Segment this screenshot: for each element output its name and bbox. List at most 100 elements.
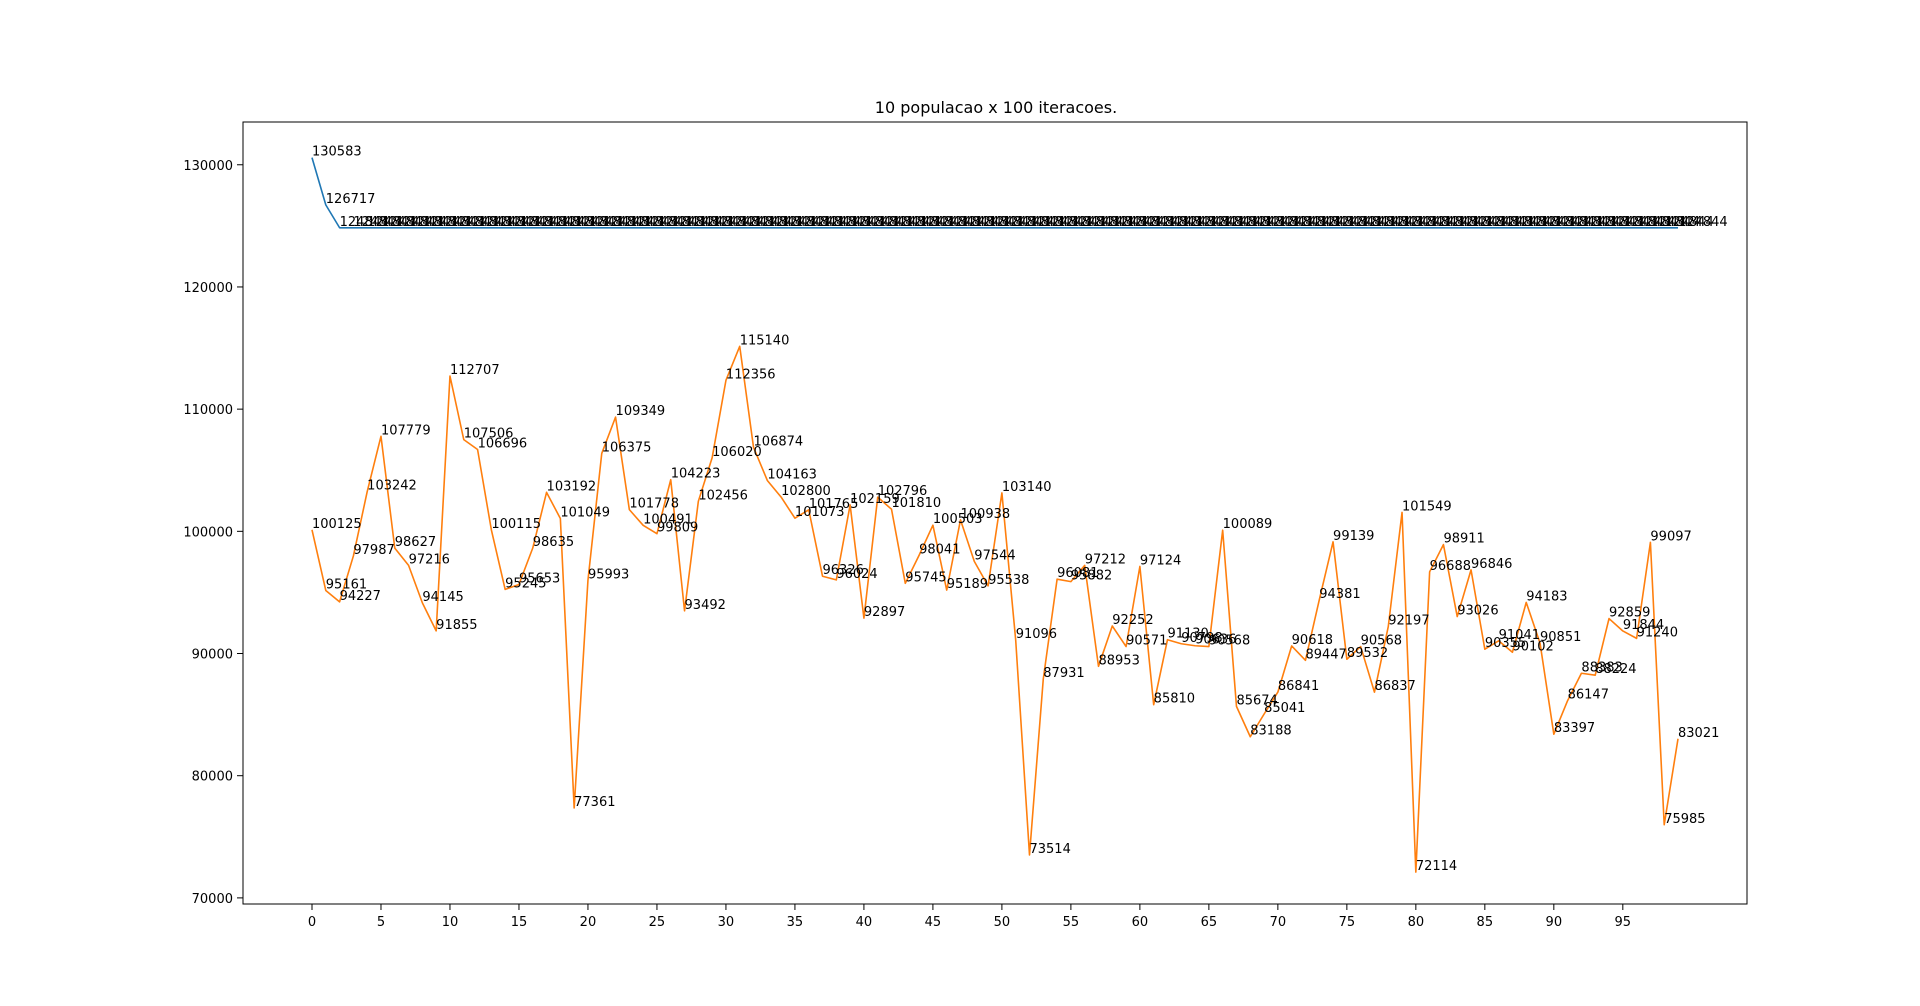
x-tick-label: 55 [1063,915,1080,930]
data-label: 95538 [988,573,1029,588]
data-label: 90568 [1209,634,1250,649]
data-label: 86147 [1568,688,1609,703]
data-label: 124844 [726,215,776,230]
data-label: 124844 [1554,215,1604,230]
y-tick-label: 80000 [192,770,233,785]
data-label: 112356 [726,367,776,382]
y-tick-label: 100000 [183,525,233,540]
data-label: 90102 [1512,639,1553,654]
data-label: 124844 [1416,215,1466,230]
data-label: 124844 [864,215,914,230]
data-label: 126717 [326,192,376,207]
x-tick-label: 60 [1132,915,1149,930]
data-label: 101073 [795,505,845,520]
data-label: 124844 [1361,215,1411,230]
x-tick-label: 30 [718,915,735,930]
data-label: 100938 [961,507,1011,522]
data-label: 100115 [491,517,541,532]
data-label: 124844 [1112,215,1162,230]
data-label: 124844 [1250,215,1300,230]
data-label: 102796 [878,484,928,499]
data-label: 93492 [685,598,726,613]
data-label: 124844 [491,215,541,230]
data-label: 124844 [1167,215,1217,230]
data-label: 99809 [657,521,698,536]
data-label: 124844 [1430,215,1480,230]
data-label: 124844 [1499,215,1549,230]
data-label: 124844 [340,215,390,230]
data-label: 95245 [505,576,546,591]
data-label: 90636 [1195,633,1236,648]
data-label: 96326 [823,563,864,578]
data-label: 94145 [422,590,463,605]
data-label: 124844 [795,215,845,230]
data-label: 85674 [1236,693,1277,708]
data-label: 124844 [353,215,403,230]
data-label: 124844 [947,215,997,230]
data-label: 124844 [1154,215,1204,230]
data-label: 124844 [1016,215,1066,230]
data-label: 124844 [671,215,721,230]
data-label: 124844 [464,215,514,230]
data-label: 95745 [905,570,946,585]
data-label: 124844 [588,215,638,230]
data-label: 124844 [1540,215,1590,230]
data-label: 124844 [1609,215,1659,230]
data-label: 101549 [1402,499,1452,514]
data-label: 85041 [1264,701,1305,716]
data-label: 96024 [836,567,877,582]
data-label: 124844 [519,215,569,230]
data-label: 99097 [1650,529,1691,544]
data-label: 100491 [643,512,693,527]
y-tick-label: 130000 [183,159,233,174]
plot-area [242,121,1748,905]
data-label: 124844 [823,215,873,230]
data-label: 124844 [560,215,610,230]
data-label: 104163 [767,467,817,482]
data-label: 124844 [1333,215,1383,230]
series-layer [311,157,1679,873]
data-label: 124844 [436,215,486,230]
data-label: 124844 [1292,215,1342,230]
data-label: 115140 [740,333,790,348]
data-label: 106874 [754,434,804,449]
data-label: 97987 [353,543,394,558]
data-label: 91240 [1637,625,1678,640]
data-label: 106020 [712,445,762,460]
data-label: 94227 [340,589,381,604]
data-label: 77361 [574,795,615,810]
y-axis: 70000 80000 90000 100000 110000 120000 130000 [183,159,243,907]
x-tick-label: 65 [1201,915,1218,930]
data-label: 90568 [1361,634,1402,649]
data-label: 124844 [974,215,1024,230]
data-label: 124844 [905,215,955,230]
data-label: 107779 [381,423,431,438]
data-label: 86837 [1374,679,1415,694]
x-tick-label: 40 [856,915,873,930]
data-label: 124844 [1443,215,1493,230]
x-tick-label: 70 [1270,915,1287,930]
data-label: 95653 [519,571,560,586]
data-label: 72114 [1416,859,1457,874]
data-label: 124844 [602,215,652,230]
y-tick-label: 110000 [183,403,233,418]
y-tick-label: 70000 [192,892,233,907]
data-label: 94381 [1319,587,1360,602]
data-label: 124844 [712,215,762,230]
data-label: 88383 [1581,660,1622,675]
data-label: 124844 [395,215,445,230]
data-label: 124844 [505,215,555,230]
data-label: 124844 [422,215,472,230]
x-tick-label: 50 [994,915,1011,930]
data-label: 124844 [1388,215,1438,230]
data-label: 124844 [657,215,707,230]
x-tick-label: 15 [511,915,528,930]
x-tick-label: 85 [1477,915,1494,930]
data-label: 130583 [312,145,362,160]
chart-title: 10 populacao x 100 iteracoes. [875,98,1117,117]
data-label: 124844 [685,215,735,230]
data-label: 98627 [395,535,436,550]
data-label: 124844 [1402,215,1452,230]
series-line-1 [311,157,1679,229]
